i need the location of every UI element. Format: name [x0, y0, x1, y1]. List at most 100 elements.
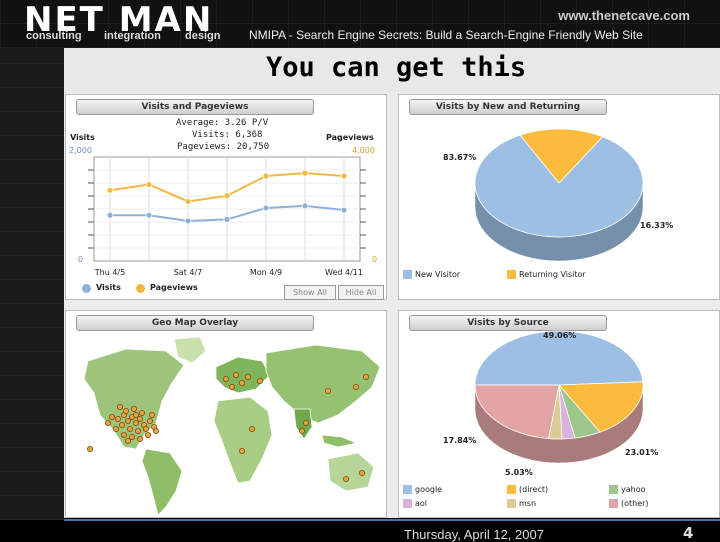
left-axis-label: Visits: [70, 133, 95, 142]
netman-logo: NET MAN: [24, 0, 214, 40]
left-axis-min: 0: [78, 255, 84, 264]
visit-dot: [131, 406, 138, 413]
slide-number: 4: [683, 524, 694, 542]
data-point-visits: [301, 202, 309, 210]
legend-returning-label: Returning Visitor: [519, 270, 586, 279]
visit-dot: [302, 420, 309, 427]
legend-new-visitor-label: New Visitor: [415, 270, 461, 279]
pie1-label-new: 83.67%: [443, 153, 477, 162]
legend-new-visitor-swatch: [403, 270, 412, 279]
header-banner: NET MAN consulting integration design ww…: [0, 0, 720, 48]
pie-slice-direct: [558, 381, 644, 433]
website-url: www.thenetcave.com: [558, 8, 690, 23]
pie2-label-yahoo: 5.03%: [505, 468, 533, 477]
footer-divider: [64, 519, 720, 521]
legend-google-swatch: [403, 485, 412, 494]
map-india: [293, 408, 313, 440]
pageviews-total-text: Pageviews: 20,750: [177, 142, 270, 152]
visit-dot: [117, 404, 124, 411]
visit-dot: [121, 432, 128, 439]
data-point-visits: [223, 216, 231, 223]
tagline-integration: integration: [104, 30, 161, 42]
visit-dot: [149, 412, 156, 419]
visit-dot: [139, 410, 146, 417]
legend-other-swatch: [609, 499, 618, 508]
data-point-pageviews: [340, 172, 348, 180]
visit-dot: [298, 428, 305, 435]
visit-dot: [119, 422, 126, 429]
x-tick-label: Wed 4/11: [325, 268, 363, 277]
left-axis-max: 2,000: [69, 146, 92, 155]
visit-dot: [352, 384, 359, 391]
tagline-consulting: consulting: [26, 30, 82, 42]
visit-dot: [238, 448, 245, 455]
visit-dot: [125, 418, 132, 425]
visit-dot: [123, 408, 130, 415]
visit-dot: [135, 428, 142, 435]
legend-other-label: (other): [621, 499, 649, 508]
legend-direct-swatch: [507, 485, 516, 494]
map-asia: [265, 344, 381, 424]
visit-dot: [238, 380, 245, 387]
visit-dot: [129, 434, 136, 441]
visit-location-dots: [86, 372, 369, 482]
footer-date: Thursday, April 12, 2007: [404, 527, 544, 542]
pie-slice-new-visitor: [474, 134, 644, 238]
visit-dot: [86, 446, 93, 453]
map-indonesia: [321, 434, 358, 448]
visit-dot: [222, 376, 229, 383]
legend-returning-swatch: [507, 270, 516, 279]
visit-dot: [133, 412, 140, 419]
legend-visits-label: Visits: [96, 283, 121, 292]
map-australia: [327, 452, 375, 492]
visit-dot: [147, 418, 154, 425]
map-africa: [213, 396, 273, 484]
data-point-pageviews: [301, 169, 309, 177]
visit-dot: [109, 414, 116, 421]
new-returning-panel: Visits by New and Returning 83.67% 16.33…: [398, 94, 720, 300]
visits-total-text: Visits: 6,368: [192, 130, 263, 140]
visit-dot: [115, 416, 122, 423]
visit-dot: [137, 416, 144, 423]
visit-dot: [324, 388, 331, 395]
visit-dot: [232, 372, 239, 379]
hide-all-button[interactable]: Hide All: [338, 285, 384, 300]
pie2-label-other: 23.01%: [625, 448, 659, 457]
visit-dot: [105, 420, 112, 427]
map-europe: [215, 356, 271, 394]
legend-pageviews-swatch: [136, 284, 145, 293]
visit-dot: [133, 420, 140, 427]
source-panel-title: Visits by Source: [409, 315, 607, 331]
visit-dot: [248, 426, 255, 433]
right-axis-label: Pageviews: [326, 133, 374, 142]
legend-direct-label: (direct): [519, 485, 549, 494]
legend-aol-label: aol: [415, 499, 428, 508]
data-point-pageviews: [106, 186, 114, 194]
left-decor-bar: [0, 48, 64, 520]
right-axis-max: 4,000: [352, 146, 375, 155]
pie1-label-returning: 16.33%: [640, 221, 674, 230]
legend-msn-label: msn: [519, 499, 537, 508]
average-text: Average: 3.26 P/V: [176, 118, 269, 128]
new-returning-panel-title: Visits by New and Returning: [409, 99, 607, 115]
visit-dot: [342, 475, 349, 482]
data-point-visits: [145, 211, 153, 219]
tagline-design: design: [185, 30, 221, 42]
legend-pageviews-label: Pageviews: [150, 283, 198, 292]
show-all-button[interactable]: Show All: [284, 285, 336, 300]
slide-title: You can get this: [266, 52, 527, 83]
slide-title-band: [64, 48, 720, 92]
visit-dot: [358, 469, 365, 476]
world-map[interactable]: [66, 331, 386, 517]
data-point-pageviews: [262, 172, 270, 180]
visit-dot: [256, 378, 263, 385]
x-tick-label: Sat 4/7: [174, 268, 203, 277]
visit-dot: [137, 436, 144, 443]
data-point-visits: [262, 204, 270, 212]
pie2-label-direct: 17.84%: [443, 436, 477, 445]
visit-dot: [125, 438, 132, 445]
right-axis-min: 0: [372, 255, 378, 264]
visit-dot: [362, 374, 369, 381]
legend-msn-swatch: [507, 499, 516, 508]
visits-panel-title: Visits and Pageviews: [76, 99, 314, 115]
